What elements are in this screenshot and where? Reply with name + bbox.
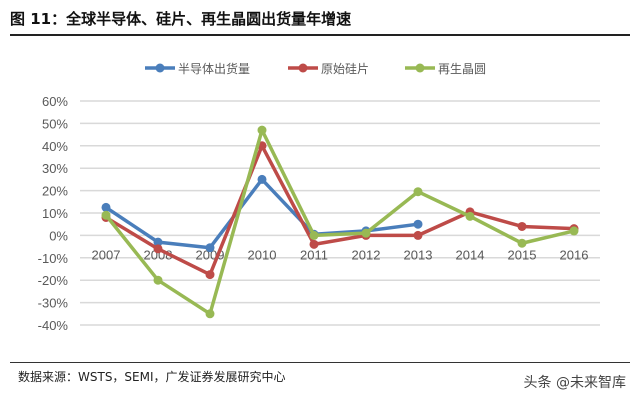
y-tick-label: -30% bbox=[38, 296, 69, 311]
data-point bbox=[517, 221, 527, 231]
y-tick-label: 10% bbox=[42, 206, 68, 221]
data-point bbox=[309, 230, 319, 240]
source-note: 数据来源：WSTS，SEMI，广发证券发展研究中心 bbox=[18, 370, 286, 384]
x-tick-label: 2012 bbox=[352, 247, 381, 262]
y-tick-label: 50% bbox=[42, 116, 68, 131]
data-point bbox=[413, 219, 423, 229]
x-tick-label: 2010 bbox=[248, 247, 277, 262]
data-point bbox=[361, 228, 371, 238]
data-point bbox=[101, 202, 111, 212]
data-point bbox=[153, 275, 163, 285]
x-tick-label: 2007 bbox=[92, 247, 121, 262]
y-tick-label: 60% bbox=[42, 94, 68, 109]
legend-swatch-marker bbox=[155, 63, 165, 73]
data-point bbox=[413, 187, 423, 197]
data-point bbox=[309, 239, 319, 249]
y-tick-label: -40% bbox=[38, 318, 69, 333]
data-point bbox=[257, 174, 267, 184]
y-tick-label: 20% bbox=[42, 184, 68, 199]
data-point bbox=[517, 238, 527, 248]
legend-swatch-marker bbox=[298, 63, 308, 73]
x-tick-label: 2016 bbox=[560, 247, 589, 262]
y-tick-label: -10% bbox=[38, 251, 69, 266]
data-point bbox=[101, 210, 111, 220]
x-tick-label: 2015 bbox=[508, 247, 537, 262]
data-point bbox=[205, 309, 215, 319]
data-point bbox=[569, 226, 579, 236]
x-tick-label: 2013 bbox=[404, 247, 433, 262]
data-point bbox=[413, 230, 423, 240]
series-line bbox=[105, 144, 575, 277]
data-point bbox=[153, 237, 163, 247]
x-tick-label: 2011 bbox=[300, 247, 328, 262]
legend-label: 再生晶圆 bbox=[438, 62, 486, 76]
y-tick-label: -20% bbox=[38, 273, 69, 288]
data-point bbox=[465, 211, 475, 221]
watermark: 头条 @未来智库 bbox=[523, 375, 626, 391]
x-tick-label: 2014 bbox=[456, 247, 485, 262]
legend-label: 原始硅片 bbox=[321, 62, 369, 76]
series-line bbox=[104, 128, 575, 316]
footer-divider bbox=[10, 362, 630, 363]
legend-label: 半导体出货量 bbox=[178, 61, 250, 76]
data-point bbox=[153, 244, 163, 254]
y-tick-label: 40% bbox=[42, 139, 68, 154]
y-tick-label: 30% bbox=[42, 161, 68, 176]
data-point bbox=[257, 125, 267, 135]
data-point bbox=[205, 243, 215, 253]
legend-swatch-marker bbox=[415, 63, 425, 73]
title-divider bbox=[10, 34, 630, 36]
figure-title: 图 11：全球半导体、硅片、再生晶圆出货量年增速 bbox=[10, 10, 352, 28]
y-tick-label: 0% bbox=[49, 228, 68, 243]
data-point bbox=[205, 270, 215, 280]
